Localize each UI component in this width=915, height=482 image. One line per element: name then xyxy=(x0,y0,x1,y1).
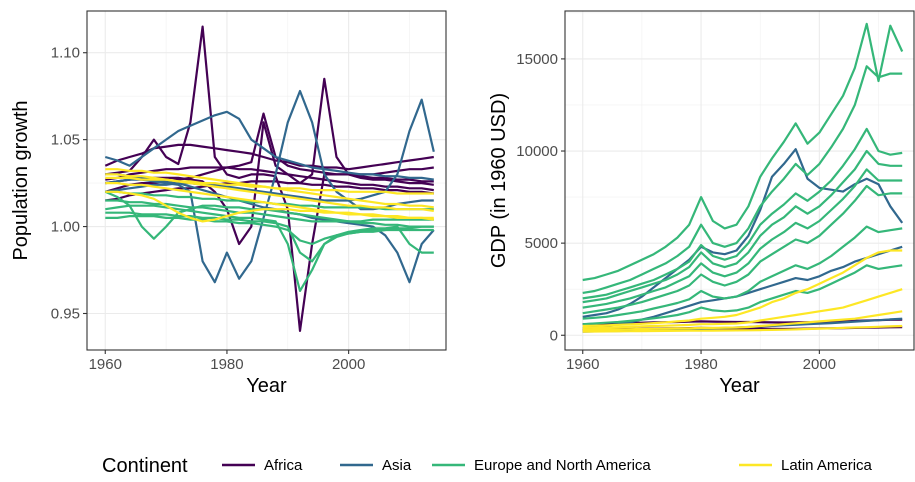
series-group xyxy=(104,25,435,332)
series-line-latin-america xyxy=(582,288,903,329)
series-line-europe-and-north-america xyxy=(582,149,903,304)
legend-label-europe-and-north-america: Europe and North America xyxy=(474,457,651,474)
series-line-europe-and-north-america xyxy=(105,199,434,223)
y-tick-label: 10000 xyxy=(516,143,558,160)
y-tick-label: 1.10 xyxy=(51,45,80,62)
series-line-europe-and-north-america xyxy=(582,184,903,315)
gdp-y-axis-title: GDP (in 1960 USD) xyxy=(488,93,510,268)
series-line-europe-and-north-america xyxy=(582,264,903,326)
series-line-europe-and-north-america xyxy=(582,225,903,320)
x-tick-label: 1960 xyxy=(566,356,599,373)
x-tick-label: 1960 xyxy=(89,356,122,373)
population-growth-x-axis-title: Year xyxy=(246,375,287,397)
series-line-africa xyxy=(104,143,434,171)
x-tick-label: 1980 xyxy=(210,356,243,373)
series-line-europe-and-north-america xyxy=(582,65,903,294)
legend-label-africa: Africa xyxy=(264,457,303,474)
series-line-europe-and-north-america xyxy=(105,204,434,292)
series-line-asia xyxy=(105,98,435,202)
population-growth-y-axis-title: Population growth xyxy=(10,100,32,260)
series-line-latin-america xyxy=(582,249,903,328)
series-line-africa xyxy=(105,166,434,192)
legend-label-latin-america: Latin America xyxy=(781,457,873,474)
panel-border xyxy=(86,10,447,351)
series-line-asia xyxy=(582,148,904,318)
series-line-latin-america xyxy=(105,190,434,223)
y-tick-label: 5000 xyxy=(525,235,558,252)
series-line-asia xyxy=(104,110,434,181)
y-tick-label: 0.95 xyxy=(51,305,80,322)
y-tick-label: 1.00 xyxy=(51,219,80,236)
series-line-europe-and-north-america xyxy=(582,22,904,282)
x-tick-label: 2000 xyxy=(803,356,836,373)
series-group xyxy=(582,22,904,333)
legend-label-asia: Asia xyxy=(382,457,412,474)
series-line-latin-america xyxy=(582,324,903,333)
gdp-panel: 1960 1980 2000 0 5000 10000 15000 Year GDP (in 1… xyxy=(488,10,915,397)
series-line-europe-and-north-america xyxy=(105,215,434,246)
series-line-africa xyxy=(105,180,434,202)
series-line-europe-and-north-america xyxy=(582,168,903,309)
legend-title: Continent xyxy=(102,455,188,477)
y-tick-label: 0 xyxy=(550,327,558,344)
series-line-latin-america xyxy=(582,310,903,331)
population-growth-panel: 1960 1980 2000 0.95 1.00 1.05 1.10 Year Populati… xyxy=(10,10,447,397)
legend: Continent Africa Asia Europe and North Ame… xyxy=(102,455,873,477)
x-tick-label: 1980 xyxy=(684,356,717,373)
series-line-europe-and-north-america xyxy=(105,211,434,263)
series-line-europe-and-north-america xyxy=(582,127,903,300)
x-tick-label: 2000 xyxy=(332,356,365,373)
series-line-latin-america xyxy=(105,176,434,195)
gdp-x-axis-title: Year xyxy=(719,375,760,397)
y-tick-label: 15000 xyxy=(516,51,558,68)
y-tick-label: 1.05 xyxy=(51,132,80,149)
panel-border xyxy=(564,10,915,351)
